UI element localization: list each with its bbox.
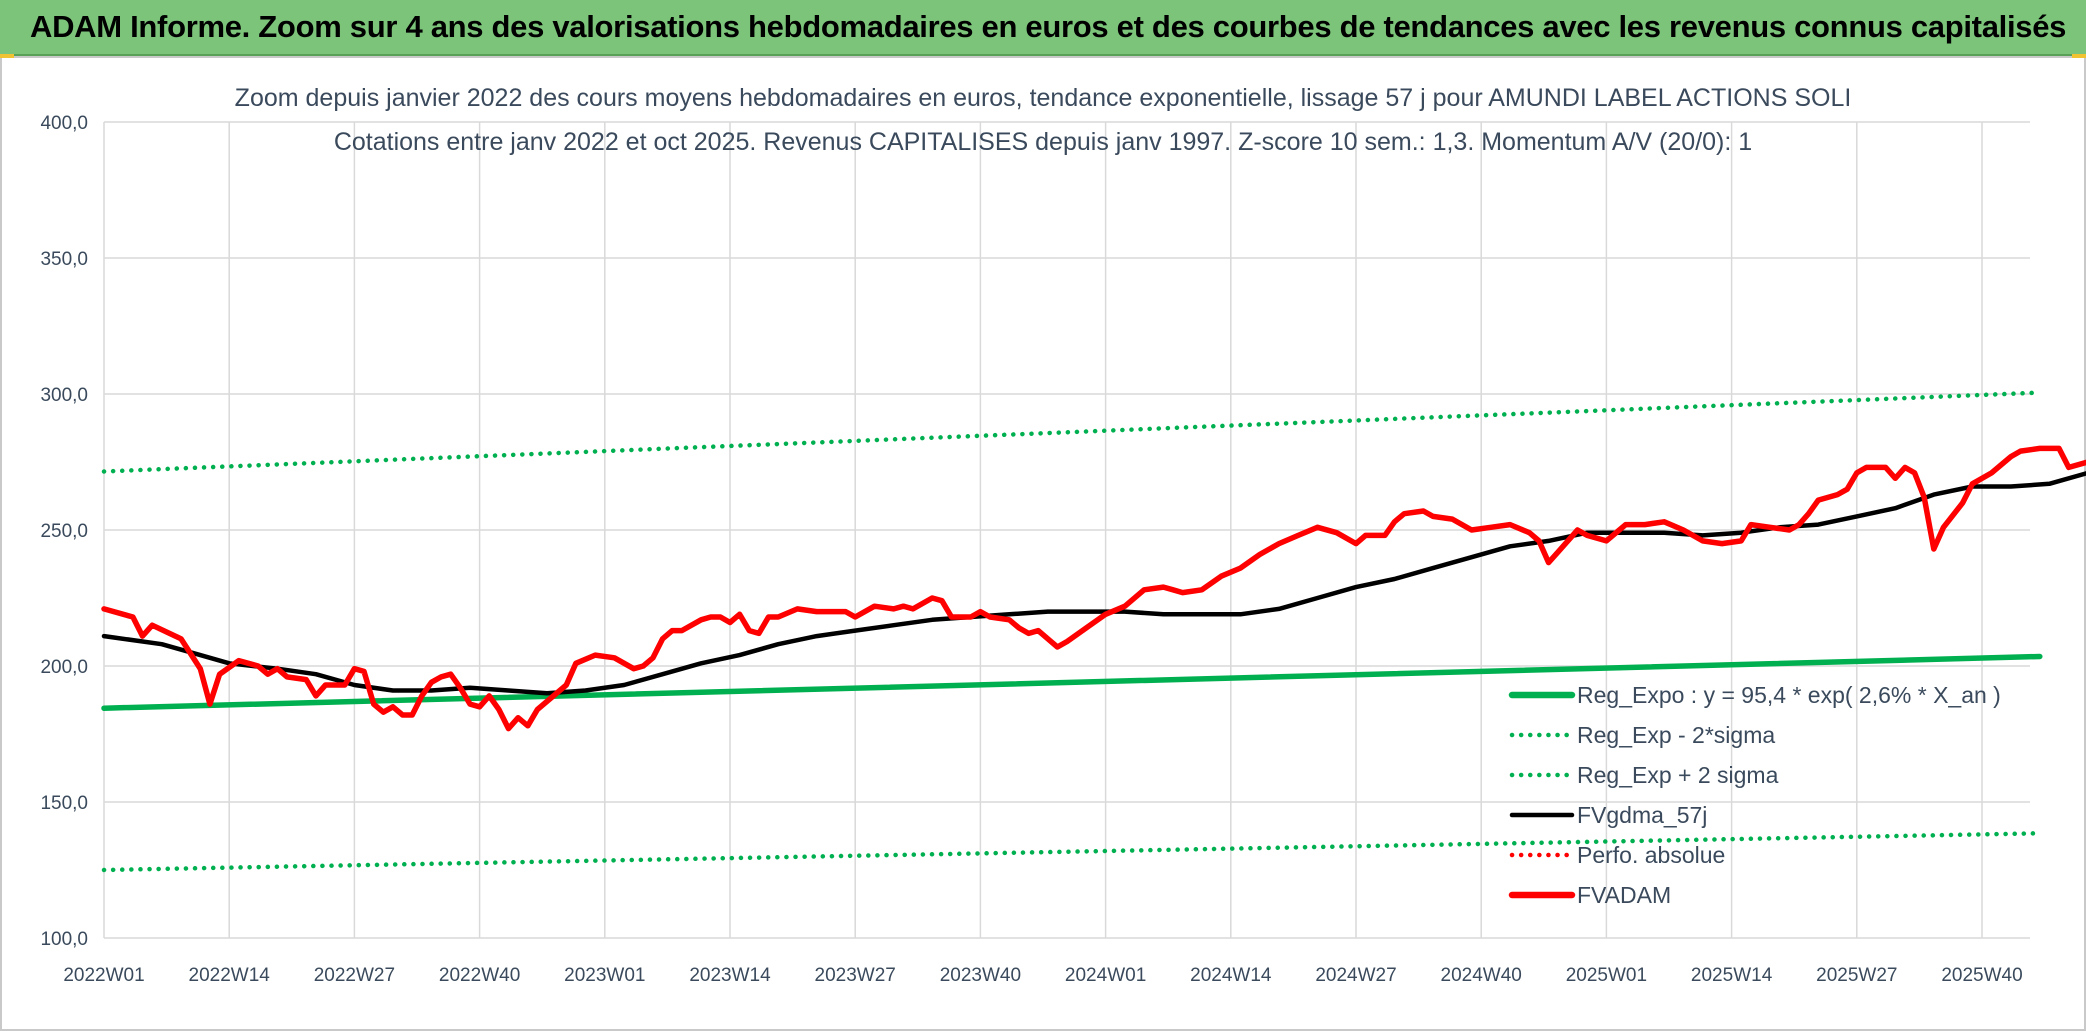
legend-label: FVgdma_57j	[1577, 802, 1707, 828]
x-tick-label: 2023W01	[564, 965, 645, 986]
y-tick-label: 400,0	[40, 113, 88, 134]
x-tick-label: 2025W14	[1691, 965, 1773, 986]
series-line-1	[101, 831, 2043, 873]
y-tick-label: 250,0	[40, 521, 88, 542]
x-tick-label: 2024W27	[1315, 965, 1396, 986]
legend-label: Perfo. absolue	[1577, 842, 1725, 868]
legend-label: FVADAM	[1577, 882, 1671, 908]
y-tick-label: 300,0	[40, 385, 88, 406]
x-tick-label: 2022W14	[189, 965, 271, 986]
legend-label: Reg_Exp + 2 sigma	[1577, 762, 1779, 788]
x-tick-label: 2022W40	[439, 965, 520, 986]
series-line-3	[101, 471, 2086, 696]
legend-label: Reg_Expo : y = 95,4 * exp( 2,6% * X_an )	[1577, 682, 2001, 708]
y-tick-label: 200,0	[40, 657, 88, 678]
series-line-0	[101, 653, 2043, 711]
y-tick-label: 150,0	[40, 793, 88, 814]
chart-subtitle: Cotations entre janv 2022 et oct 2025. R…	[333, 128, 1753, 156]
x-tick-label: 2025W27	[1816, 965, 1897, 986]
x-tick-label: 2024W01	[1065, 965, 1146, 986]
x-tick-label: 2023W27	[815, 965, 896, 986]
x-tick-label: 2025W40	[1941, 965, 2022, 986]
y-tick-label: 350,0	[40, 249, 88, 270]
series-line-2	[101, 390, 2043, 474]
frame-corner-decoration	[2072, 54, 2086, 58]
banner-title: ADAM Informe. Zoom sur 4 ans des valoris…	[30, 9, 2067, 44]
header-banner: ADAM Informe. Zoom sur 4 ans des valoris…	[0, 0, 2086, 56]
x-tick-label: 2024W40	[1441, 965, 1522, 986]
frame-corner-decoration	[0, 54, 14, 58]
x-tick-label: 2022W27	[314, 965, 395, 986]
x-tick-label: 2022W01	[63, 965, 144, 986]
x-tick-label: 2023W40	[940, 965, 1021, 986]
chart-title: Zoom depuis janvier 2022 des cours moyen…	[234, 84, 1852, 112]
y-tick-label: 100,0	[40, 929, 88, 950]
series-line-5	[101, 445, 2086, 732]
x-tick-label: 2023W14	[689, 965, 771, 986]
legend-label: Reg_Exp - 2*sigma	[1577, 722, 1775, 748]
x-tick-label: 2025W01	[1566, 965, 1647, 986]
x-tick-label: 2024W14	[1190, 965, 1272, 986]
